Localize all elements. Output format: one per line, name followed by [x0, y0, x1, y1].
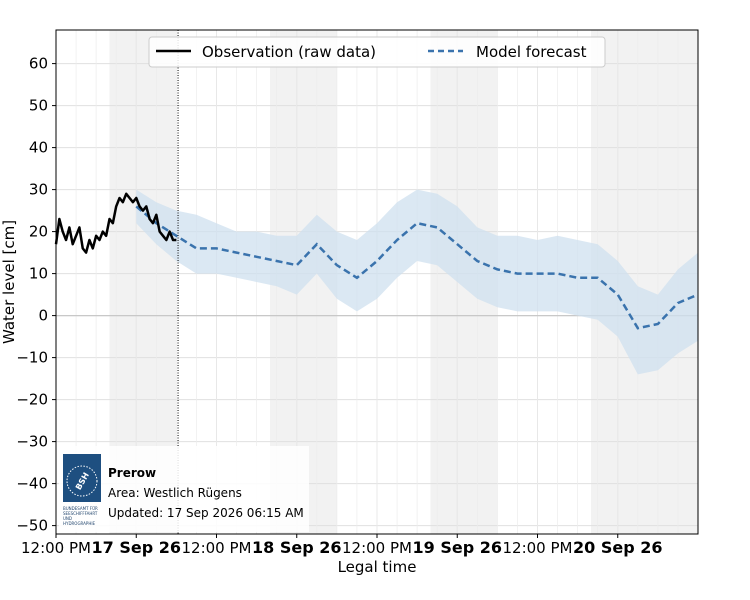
- y-tick-label: −40: [16, 475, 48, 493]
- y-tick-label: −20: [16, 391, 48, 409]
- bsh-logo: BSH BUNDESAMT FÜR SEESCHIFFFAHRT UND HYD…: [63, 454, 101, 526]
- y-tick-label: −50: [16, 517, 48, 535]
- legend: Observation (raw data) Model forecast: [148, 36, 606, 68]
- logo-caption-2: SEESCHIFFFAHRT: [63, 511, 98, 516]
- x-tick-label: 18 Sep 26: [252, 538, 342, 557]
- logo-caption-3: UND: [63, 516, 72, 521]
- observation-line: [54, 192, 177, 254]
- y-tick-label: 40: [29, 139, 48, 157]
- legend-observation-label: Observation (raw data): [202, 43, 376, 61]
- y-tick-label: 20: [29, 223, 48, 241]
- y-tick-label: −30: [16, 433, 48, 451]
- x-axis-label: Legal time: [338, 558, 417, 576]
- y-tick-label: 50: [29, 97, 48, 115]
- legend-forecast-label: Model forecast: [476, 43, 587, 61]
- x-tick-label: 12:00 PM: [503, 539, 573, 557]
- y-tick-label: 10: [29, 265, 48, 283]
- station-name: Prerow: [108, 466, 156, 480]
- x-tick-label: 19 Sep 26: [413, 538, 503, 557]
- forecast-uncertainty-band: [136, 189, 698, 375]
- x-tick-label: 20 Sep 26: [573, 538, 663, 557]
- area-label: Area: Westlich Rügens: [108, 486, 242, 500]
- forecast-line: [135, 205, 699, 330]
- y-tick-label: −10: [16, 349, 48, 367]
- logo-ring-icon: [66, 465, 98, 497]
- y-axis-ticks: 60 50 40 30 20 10 0 −10 −20 −30 −40 −50: [16, 55, 56, 535]
- updated-label: Updated: 17 Sep 2026 06:15 AM: [108, 506, 304, 520]
- y-axis-label: Water level [cm]: [0, 220, 18, 344]
- y-tick-label: 0: [38, 307, 48, 325]
- y-tick-label: 60: [29, 55, 48, 73]
- legend-box: [148, 36, 606, 68]
- logo-caption: BUNDESAMT FÜR: [63, 506, 98, 511]
- logo-caption-4: HYDROGRAPHIE: [63, 521, 96, 526]
- logo-emblem: [63, 454, 101, 502]
- x-tick-label: 12:00 PM: [21, 539, 91, 557]
- info-box: BSH BUNDESAMT FÜR SEESCHIFFFAHRT UND HYD…: [59, 446, 309, 532]
- y-tick-label: 30: [29, 181, 48, 199]
- x-tick-label: 12:00 PM: [182, 539, 252, 557]
- x-axis-ticks: 12:00 PM 17 Sep 26 12:00 PM 18 Sep 26 12:00 …: [21, 534, 663, 557]
- x-tick-label: 17 Sep 26: [92, 538, 182, 557]
- x-tick-label: 12:00 PM: [342, 539, 412, 557]
